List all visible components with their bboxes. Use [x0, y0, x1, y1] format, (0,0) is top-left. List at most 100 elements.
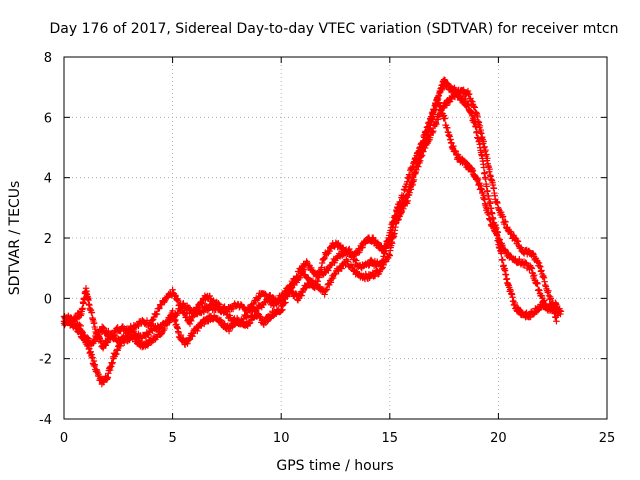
- data-point: [173, 296, 181, 304]
- data-points: [60, 76, 565, 388]
- data-point: [498, 250, 505, 257]
- data-point: [406, 189, 413, 196]
- x-tick-label: 10: [273, 431, 290, 446]
- data-point: [511, 299, 519, 307]
- data-point: [548, 300, 556, 308]
- data-point: [91, 338, 98, 345]
- data-point: [547, 295, 555, 302]
- data-point: [545, 287, 552, 295]
- grid-lines: [64, 57, 607, 419]
- data-point: [338, 265, 345, 272]
- data-point: [225, 327, 233, 335]
- data-point: [443, 102, 451, 109]
- y-tick-label: -4: [39, 413, 52, 428]
- data-point: [239, 318, 247, 325]
- data-point: [246, 306, 253, 314]
- y-tick-label: -2: [39, 353, 52, 368]
- data-point: [514, 238, 522, 245]
- data-point: [502, 218, 509, 226]
- data-point: [534, 280, 541, 287]
- data-point: [152, 326, 160, 334]
- data-point: [249, 300, 257, 308]
- data-point: [401, 186, 408, 194]
- data-point: [418, 152, 426, 159]
- data-point: [353, 257, 360, 264]
- data-point: [380, 253, 387, 260]
- data-point: [188, 317, 195, 325]
- data-point: [113, 350, 120, 358]
- data-point: [529, 250, 537, 257]
- data-point: [315, 274, 323, 281]
- data-point: [113, 346, 121, 353]
- data-point: [145, 340, 152, 348]
- data-point: [446, 98, 454, 105]
- data-point: [282, 299, 289, 306]
- data-point: [467, 97, 475, 105]
- data-point: [194, 327, 201, 335]
- data-point: [348, 251, 355, 258]
- y-tick-label: 0: [44, 292, 52, 307]
- data-point: [407, 186, 415, 193]
- data-point: [464, 87, 472, 95]
- data-point: [436, 109, 444, 117]
- data-point: [450, 142, 457, 150]
- data-point: [390, 218, 397, 226]
- data-point: [435, 116, 442, 123]
- data-point: [318, 259, 326, 267]
- data-point: [409, 181, 416, 189]
- data-point: [536, 287, 543, 294]
- data-point: [298, 292, 305, 299]
- data-point: [184, 340, 191, 347]
- data-point: [313, 280, 320, 288]
- data-point: [109, 359, 116, 366]
- data-point: [312, 282, 320, 289]
- data-point: [95, 331, 103, 338]
- data-point: [415, 163, 422, 170]
- data-point: [366, 261, 373, 268]
- data-point: [122, 333, 130, 341]
- data-point: [246, 320, 253, 327]
- data-point: [280, 293, 287, 300]
- y-tick-labels: -4 -2 0 2 4 6 8: [39, 51, 52, 428]
- data-point: [320, 255, 328, 263]
- data-point: [344, 258, 352, 265]
- data-point: [156, 305, 163, 312]
- data-point: [206, 292, 214, 300]
- x-tick-label: 5: [168, 431, 176, 446]
- data-point: [359, 244, 366, 251]
- data-point: [323, 286, 331, 293]
- data-point: [356, 248, 363, 256]
- data-point: [536, 262, 543, 270]
- data-point: [539, 273, 546, 281]
- y-tick-label: 4: [44, 172, 52, 187]
- data-point: [413, 166, 420, 174]
- data-point: [399, 203, 407, 211]
- data-point: [474, 175, 482, 183]
- data-point: [392, 213, 400, 220]
- data-point: [535, 286, 542, 293]
- data-point: [293, 273, 300, 280]
- data-point: [514, 237, 521, 245]
- data-point: [144, 342, 151, 349]
- data-point: [321, 291, 328, 298]
- data-point: [420, 148, 427, 155]
- data-point: [314, 277, 322, 285]
- data-point: [294, 274, 301, 281]
- data-point: [504, 224, 511, 231]
- y-axis-label: SDTVAR / TECUs: [7, 181, 23, 296]
- data-point: [480, 138, 487, 145]
- data-point: [550, 306, 558, 313]
- data-point: [471, 104, 479, 111]
- data-point: [484, 155, 491, 162]
- data-point: [153, 310, 161, 318]
- x-tick-label: 20: [490, 431, 507, 446]
- data-point: [418, 152, 425, 160]
- data-point: [378, 265, 386, 272]
- data-point: [349, 250, 356, 258]
- data-point: [499, 256, 506, 264]
- data-point: [114, 347, 121, 354]
- x-axis-label: GPS time / hours: [276, 458, 393, 474]
- data-point: [430, 127, 437, 135]
- data-point: [246, 307, 254, 315]
- data-point: [382, 245, 390, 252]
